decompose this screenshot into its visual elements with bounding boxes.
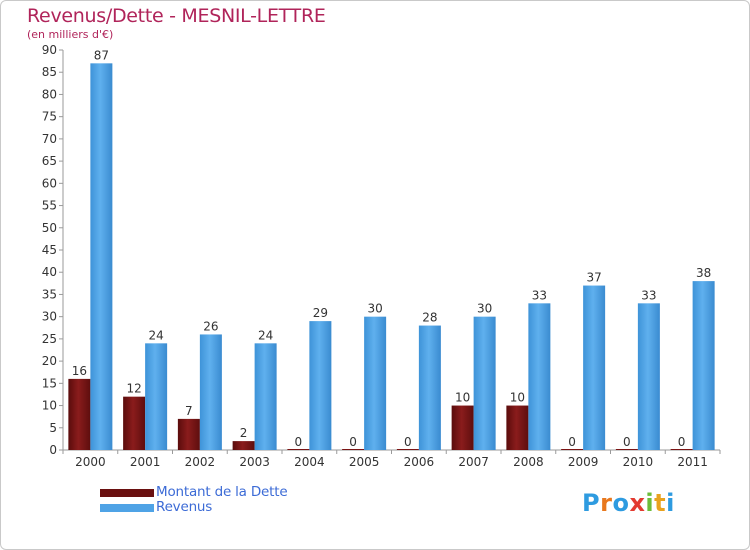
data-label: 2 xyxy=(240,426,248,440)
y-tick-label: 10 xyxy=(42,399,57,413)
data-label: 33 xyxy=(532,288,547,302)
logo-letter: o xyxy=(612,489,630,517)
x-tick-label: 2005 xyxy=(349,455,380,469)
data-label: 30 xyxy=(367,302,382,316)
data-label: 37 xyxy=(586,271,601,285)
x-tick-label: 2008 xyxy=(513,455,544,469)
x-tick-label: 2009 xyxy=(568,455,599,469)
x-tick-label: 2004 xyxy=(294,455,325,469)
data-label: 30 xyxy=(477,302,492,316)
y-tick-label: 35 xyxy=(42,287,57,301)
data-label: 7 xyxy=(185,404,193,418)
bar xyxy=(90,63,113,450)
bar xyxy=(528,303,551,450)
bar xyxy=(287,449,310,450)
legend-label-debt: Montant de la Dette xyxy=(156,484,288,500)
bar xyxy=(254,343,277,450)
y-tick-label: 65 xyxy=(42,154,57,168)
bar xyxy=(342,449,365,450)
bar xyxy=(177,418,200,450)
bar xyxy=(68,378,91,450)
data-label: 0 xyxy=(349,435,357,449)
y-tick-label: 70 xyxy=(42,132,57,146)
legend-label-revenus: Revenus xyxy=(156,499,213,515)
y-tick-label: 25 xyxy=(42,332,57,346)
x-tick-label: 2011 xyxy=(677,455,708,469)
y-tick-label: 90 xyxy=(42,43,57,57)
data-label: 0 xyxy=(295,435,303,449)
logo-letter: i xyxy=(645,489,655,517)
bar xyxy=(418,325,441,450)
logo-letter: x xyxy=(629,489,646,517)
y-tick-label: 5 xyxy=(49,421,57,435)
axes: 0510152025303540455055606570758085902000… xyxy=(42,43,721,469)
bar xyxy=(309,321,332,450)
bar xyxy=(199,334,222,450)
y-tick-label: 40 xyxy=(42,265,57,279)
bar xyxy=(615,449,638,450)
data-label: 87 xyxy=(94,48,109,62)
data-label: 16 xyxy=(72,364,87,378)
bar xyxy=(396,449,419,450)
bar xyxy=(145,343,168,450)
bar xyxy=(506,405,529,450)
data-label: 24 xyxy=(148,328,163,342)
x-tick-label: 2003 xyxy=(239,455,270,469)
data-label: 33 xyxy=(641,288,656,302)
data-label: 29 xyxy=(313,306,328,320)
data-label: 24 xyxy=(258,328,273,342)
data-label: 0 xyxy=(404,435,412,449)
y-tick-label: 30 xyxy=(42,310,57,324)
y-tick-label: 55 xyxy=(42,199,57,213)
x-tick-label: 2010 xyxy=(623,455,654,469)
legend-swatch-debt xyxy=(100,489,154,497)
bar xyxy=(670,449,693,450)
y-tick-label: 85 xyxy=(42,65,57,79)
x-tick-label: 2007 xyxy=(458,455,489,469)
y-tick-label: 50 xyxy=(42,221,57,235)
data-label: 0 xyxy=(568,435,576,449)
y-tick-label: 75 xyxy=(42,110,57,124)
chart-subtitle: (en milliers d'€) xyxy=(27,28,114,41)
bar xyxy=(123,396,146,450)
data-label: 28 xyxy=(422,311,437,325)
y-tick-label: 80 xyxy=(42,87,57,101)
data-label: 10 xyxy=(455,391,470,405)
y-tick-label: 15 xyxy=(42,376,57,390)
x-tick-label: 2006 xyxy=(404,455,435,469)
y-tick-label: 20 xyxy=(42,354,57,368)
labels: 16 87 12 24 7 26 2 24 0 29 0 30 0 28 10 30 10 33 0 37 0 33 0 38 xyxy=(72,48,712,449)
logo-letter: t xyxy=(654,489,667,517)
data-label: 38 xyxy=(696,266,711,280)
data-label: 12 xyxy=(126,382,141,396)
x-tick-label: 2001 xyxy=(130,455,161,469)
bar xyxy=(451,405,474,450)
y-tick-label: 60 xyxy=(42,176,57,190)
x-tick-label: 2002 xyxy=(185,455,216,469)
bar xyxy=(364,316,387,450)
bar xyxy=(473,316,496,450)
y-tick-label: 45 xyxy=(42,243,57,257)
bars xyxy=(68,63,715,450)
data-label: 26 xyxy=(203,319,218,333)
bar xyxy=(692,281,715,450)
chart-title: Revenus/Dette - MESNIL-LETTRE xyxy=(27,5,326,27)
y-tick-label: 0 xyxy=(49,443,57,457)
bar xyxy=(561,449,584,450)
data-label: 10 xyxy=(510,391,525,405)
data-label: 0 xyxy=(678,435,686,449)
legend-swatch-revenus xyxy=(100,504,154,512)
logo-letter: P xyxy=(582,489,601,517)
logo-letter: i xyxy=(666,489,675,517)
data-label: 0 xyxy=(623,435,631,449)
logo-letter: r xyxy=(600,489,613,517)
bar xyxy=(583,285,606,450)
x-tick-label: 2000 xyxy=(75,455,106,469)
proxiti-logo: Proxiti xyxy=(582,489,675,517)
bar xyxy=(637,303,660,450)
bar xyxy=(232,441,255,450)
